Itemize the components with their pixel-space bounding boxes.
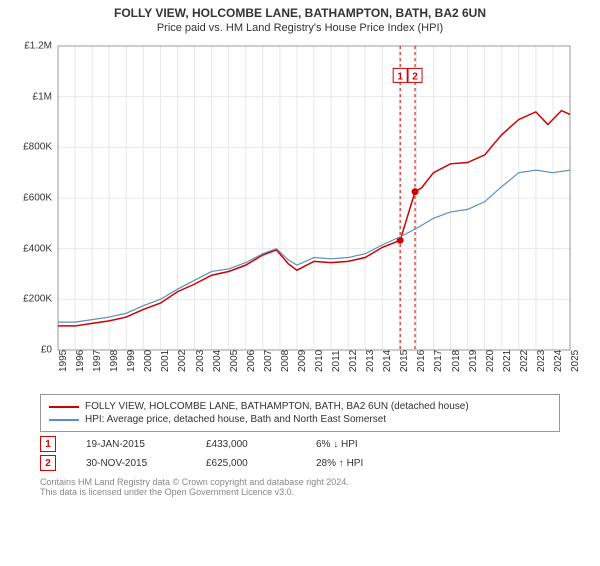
x-axis-label: 2015 — [399, 350, 410, 372]
x-axis-label: 2023 — [536, 350, 547, 372]
x-axis-label: 2019 — [468, 350, 479, 372]
y-axis-label: £1.2M — [24, 41, 52, 52]
marker-price: £625,000 — [206, 458, 286, 469]
x-axis-label: 2005 — [229, 350, 240, 372]
x-axis-label: 2024 — [553, 350, 564, 372]
x-axis-label: 1997 — [92, 350, 103, 372]
x-axis-label: 2022 — [519, 350, 530, 372]
chart-subtitle: Price paid vs. HM Land Registry's House … — [0, 22, 600, 34]
footer-line: Contains HM Land Registry data © Crown c… — [40, 477, 560, 487]
marker-badge: 1 — [40, 436, 56, 452]
x-axis-label: 1996 — [75, 350, 86, 372]
x-axis-label: 2014 — [382, 350, 393, 372]
y-axis-label: £800K — [23, 142, 52, 153]
marker-table: 1 19-JAN-2015 £433,000 6% ↓ HPI 2 30-NOV… — [40, 436, 560, 471]
x-axis-label: 2020 — [485, 350, 496, 372]
legend-item: FOLLY VIEW, HOLCOMBE LANE, BATHAMPTON, B… — [49, 401, 551, 412]
chart-svg: 12 — [20, 38, 580, 388]
y-axis-label: £200K — [23, 294, 52, 305]
legend-label: FOLLY VIEW, HOLCOMBE LANE, BATHAMPTON, B… — [85, 401, 469, 412]
marker-change: 6% ↓ HPI — [316, 439, 358, 450]
x-axis-label: 2004 — [212, 350, 223, 372]
y-axis-label: £600K — [23, 193, 52, 204]
marker-change: 28% ↑ HPI — [316, 458, 363, 469]
legend-label: HPI: Average price, detached house, Bath… — [85, 414, 386, 425]
footer-line: This data is licensed under the Open Gov… — [40, 487, 560, 497]
x-axis-label: 1998 — [109, 350, 120, 372]
x-axis-label: 2013 — [365, 350, 376, 372]
x-axis-label: 2006 — [246, 350, 257, 372]
x-axis-label: 2003 — [195, 350, 206, 372]
legend: FOLLY VIEW, HOLCOMBE LANE, BATHAMPTON, B… — [40, 394, 560, 432]
svg-text:2: 2 — [412, 71, 418, 82]
marker-row: 2 30-NOV-2015 £625,000 28% ↑ HPI — [40, 455, 560, 471]
marker-badge: 2 — [40, 455, 56, 471]
y-axis-label: £0 — [41, 345, 52, 356]
x-axis-label: 2012 — [348, 350, 359, 372]
legend-item: HPI: Average price, detached house, Bath… — [49, 414, 551, 425]
chart-title: FOLLY VIEW, HOLCOMBE LANE, BATHAMPTON, B… — [0, 6, 600, 20]
x-axis-label: 2008 — [280, 350, 291, 372]
svg-text:1: 1 — [397, 71, 403, 82]
x-axis-label: 2025 — [570, 350, 581, 372]
x-axis-label: 2018 — [451, 350, 462, 372]
x-axis-label: 2000 — [143, 350, 154, 372]
x-axis-label: 2002 — [177, 350, 188, 372]
marker-date: 30-NOV-2015 — [86, 458, 176, 469]
x-axis-label: 1995 — [58, 350, 69, 372]
x-axis-label: 2011 — [331, 350, 342, 372]
x-axis-label: 1999 — [126, 350, 137, 372]
x-axis-label: 2001 — [160, 350, 171, 372]
legend-swatch — [49, 406, 79, 408]
x-axis-label: 2007 — [263, 350, 274, 372]
x-axis-label: 2010 — [314, 350, 325, 372]
marker-date: 19-JAN-2015 — [86, 439, 176, 450]
marker-row: 1 19-JAN-2015 £433,000 6% ↓ HPI — [40, 436, 560, 452]
x-axis-label: 2009 — [297, 350, 308, 372]
footer: Contains HM Land Registry data © Crown c… — [40, 477, 560, 497]
y-axis-label: £1M — [33, 91, 52, 102]
x-axis-label: 2016 — [416, 350, 427, 372]
chart-area: 12 £0 £200K £400K £600K £800K £1M £1.2M 1995 199… — [20, 38, 580, 388]
x-axis-label: 2021 — [502, 350, 513, 372]
legend-swatch — [49, 419, 79, 421]
y-axis-label: £400K — [23, 243, 52, 254]
x-axis-label: 2017 — [433, 350, 444, 372]
marker-price: £433,000 — [206, 439, 286, 450]
